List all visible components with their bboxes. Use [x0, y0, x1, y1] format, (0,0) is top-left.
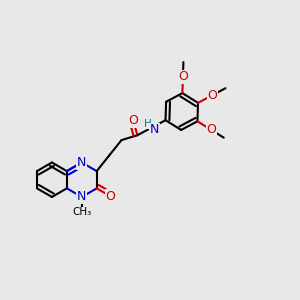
Text: N: N [77, 190, 86, 203]
Text: O: O [128, 114, 138, 127]
Text: O: O [178, 70, 188, 83]
Text: O: O [208, 88, 218, 102]
Text: CH₃: CH₃ [72, 208, 92, 218]
Text: O: O [206, 123, 216, 136]
Text: O: O [106, 190, 116, 203]
Text: N: N [77, 156, 86, 169]
Text: H: H [144, 119, 152, 129]
Text: N: N [150, 123, 160, 136]
